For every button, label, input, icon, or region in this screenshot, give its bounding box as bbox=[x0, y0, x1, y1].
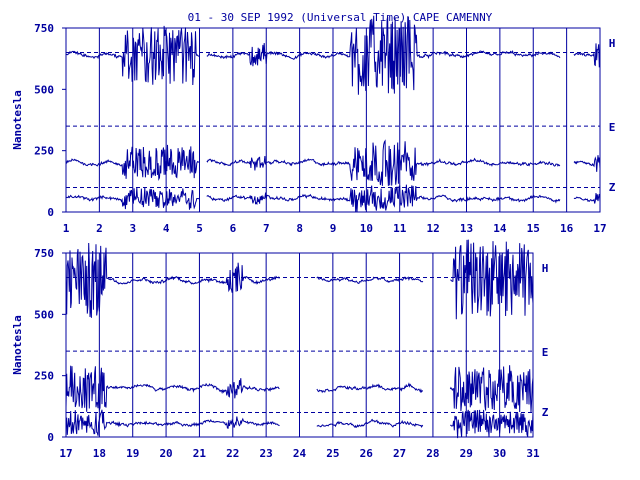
y-axis-label: Nanotesla bbox=[11, 315, 24, 375]
trace-e-bottom bbox=[65, 365, 534, 413]
x-tick-label: 13 bbox=[460, 222, 473, 235]
component-label-h: H bbox=[609, 37, 616, 50]
x-tick-label: 4 bbox=[163, 222, 170, 235]
y-tick-label: 500 bbox=[34, 83, 54, 96]
x-tick-label: 7 bbox=[263, 222, 270, 235]
y-tick-label: 250 bbox=[34, 370, 54, 383]
x-tick-label: 1 bbox=[63, 222, 70, 235]
x-tick-label: 9 bbox=[330, 222, 337, 235]
x-tick-label: 26 bbox=[360, 447, 374, 460]
x-tick-label: 8 bbox=[296, 222, 303, 235]
x-tick-label: 3 bbox=[129, 222, 136, 235]
x-tick-label: 16 bbox=[560, 222, 574, 235]
x-tick-label: 14 bbox=[493, 222, 507, 235]
x-tick-label: 17 bbox=[59, 447, 72, 460]
x-tick-label: 2 bbox=[96, 222, 103, 235]
y-axis-label: Nanotesla bbox=[11, 90, 24, 150]
x-tick-label: 23 bbox=[260, 447, 273, 460]
component-label-e: E bbox=[542, 346, 549, 359]
x-tick-label: 20 bbox=[159, 447, 172, 460]
x-tick-label: 15 bbox=[527, 222, 540, 235]
y-tick-label: 250 bbox=[34, 145, 54, 158]
x-tick-label: 27 bbox=[393, 447, 406, 460]
trace-e-top bbox=[65, 139, 601, 186]
y-tick-label: 750 bbox=[34, 247, 54, 260]
chart-title: 01 - 30 SEP 1992 (Universal Time) CAPE C… bbox=[188, 11, 493, 24]
x-tick-label: 6 bbox=[230, 222, 237, 235]
x-tick-label: 22 bbox=[226, 447, 239, 460]
x-tick-label: 5 bbox=[196, 222, 203, 235]
x-tick-label: 19 bbox=[126, 447, 139, 460]
x-tick-label: 31 bbox=[526, 447, 540, 460]
x-tick-label: 18 bbox=[93, 447, 106, 460]
trace-z-bottom bbox=[65, 409, 534, 439]
y-tick-label: 500 bbox=[34, 308, 54, 321]
trace-h-bottom bbox=[65, 239, 534, 320]
trace-z-top bbox=[65, 184, 601, 213]
x-tick-label: 17 bbox=[593, 222, 606, 235]
x-tick-label: 29 bbox=[460, 447, 473, 460]
component-label-z: Z bbox=[609, 181, 616, 194]
x-tick-label: 25 bbox=[326, 447, 339, 460]
y-tick-label: 750 bbox=[34, 22, 54, 35]
panel-bottom: 17 18 19 20 21 22 23 24 25 26 27 28 29 30 31 0 250 500 750… bbox=[11, 239, 549, 460]
y-tick-label: 0 bbox=[47, 206, 54, 219]
component-label-h: H bbox=[542, 262, 549, 275]
component-label-e: E bbox=[609, 121, 616, 134]
x-tick-label: 21 bbox=[193, 447, 207, 460]
x-tick-label: 30 bbox=[493, 447, 506, 460]
component-label-z: Z bbox=[542, 406, 549, 419]
x-tick-label: 10 bbox=[360, 222, 373, 235]
x-tick-label: 11 bbox=[393, 222, 407, 235]
x-tick-label: 12 bbox=[427, 222, 440, 235]
trace-h-top bbox=[66, 15, 601, 95]
panel-top: 1 2 3 4 5 6 7 8 9 10 11 12 13 14 15 16 170250500750Nanot… bbox=[11, 15, 616, 235]
x-tick-label: 24 bbox=[293, 447, 307, 460]
x-tick-label: 28 bbox=[426, 447, 439, 460]
y-tick-label: 0 bbox=[47, 431, 54, 444]
